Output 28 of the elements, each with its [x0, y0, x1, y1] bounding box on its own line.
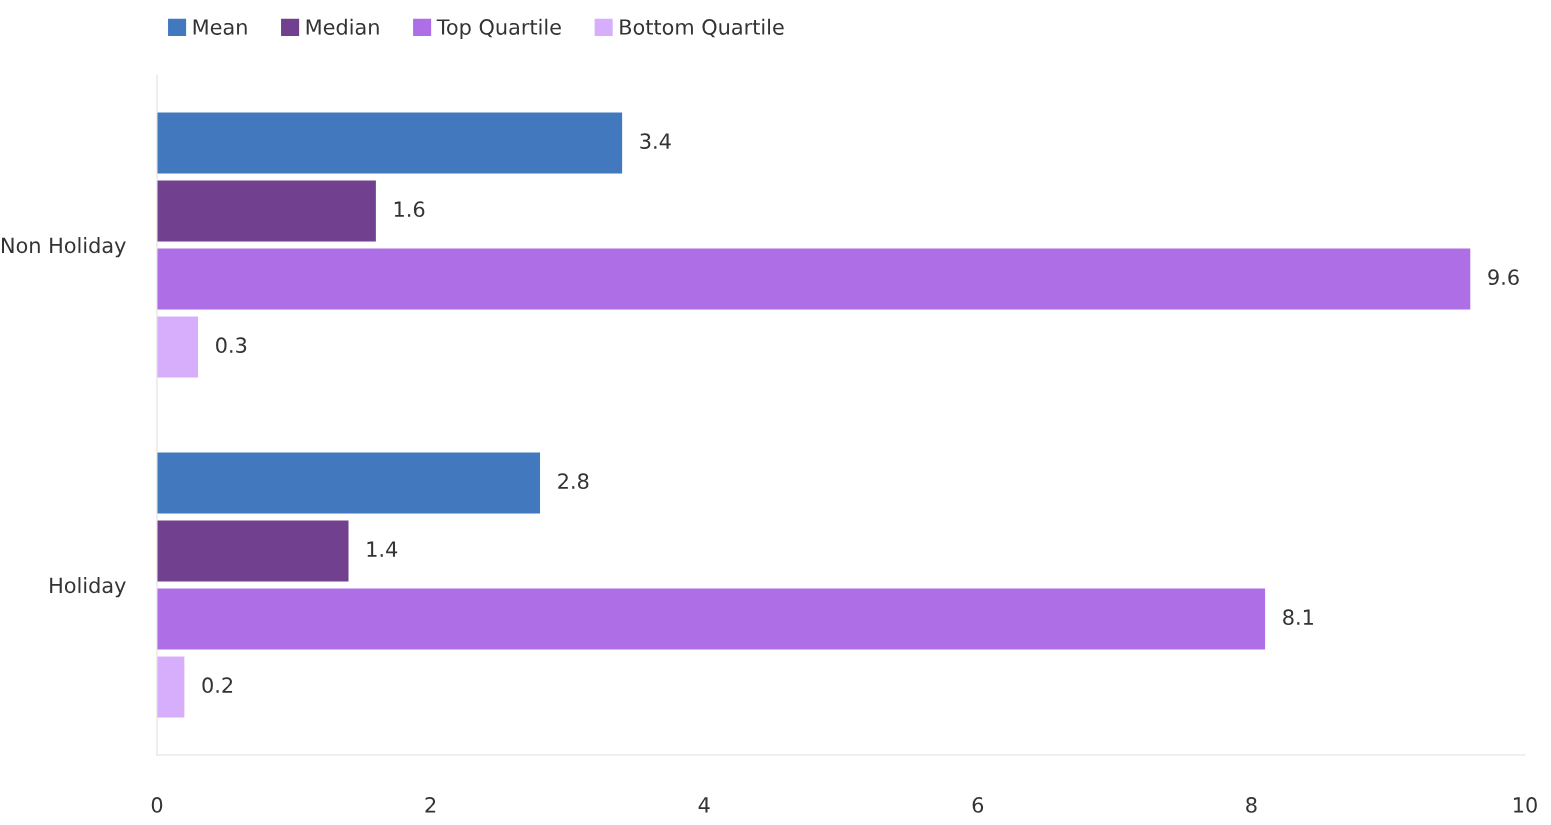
legend-label: Mean [193, 19, 247, 35]
data-label: 3.4 [640, 133, 671, 150]
bar [157, 452, 541, 514]
x-tick-label: 6 [972, 797, 984, 813]
y-tick-label: Holiday [50, 577, 126, 598]
y-tick-label: Non Holiday [2, 237, 126, 258]
data-label: 1.6 [394, 201, 425, 218]
bar [157, 112, 623, 174]
bar [157, 656, 185, 718]
x-tick-label: 4 [698, 797, 710, 813]
bar [157, 180, 376, 242]
legend-label: Top Quartile [436, 18, 561, 39]
bar [157, 248, 1471, 310]
bar [157, 520, 349, 582]
data-label: 8.1 [1283, 609, 1313, 626]
legend-label: Median [306, 18, 379, 35]
x-tick-label: 8 [1246, 797, 1257, 813]
bar [157, 588, 1266, 650]
data-label: 0.2 [202, 677, 233, 694]
legend-label: Bottom Quartile [620, 18, 784, 38]
data-label: 9.6 [1488, 269, 1519, 286]
x-tick-label: 0 [151, 797, 163, 813]
bar [157, 316, 199, 378]
data-label: 2.8 [558, 473, 589, 490]
x-tick-label: 10 [1514, 797, 1537, 813]
x-tick-label: 2 [425, 797, 436, 813]
data-label: 0.3 [216, 337, 247, 354]
data-label: 1.4 [367, 541, 398, 557]
